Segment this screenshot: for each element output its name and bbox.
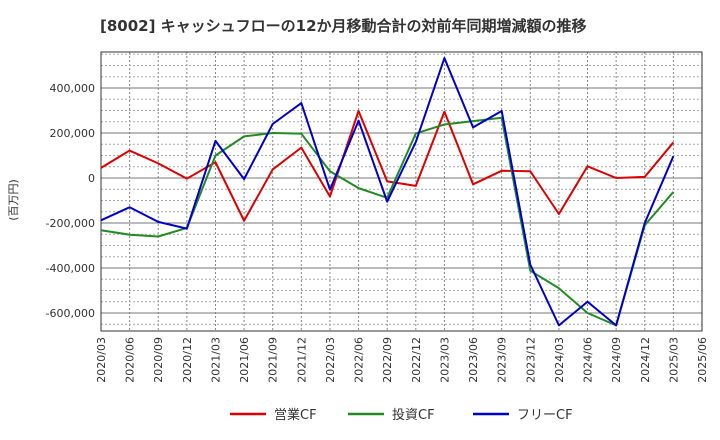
series-line: [100, 116, 675, 327]
y-tick-label: -600,000: [46, 307, 95, 320]
y-tick-label: 400,000: [50, 82, 96, 95]
legend-label: フリーCF: [517, 408, 573, 423]
y-tick-label: 0: [88, 172, 95, 185]
x-tick-label: 2022/06: [353, 337, 366, 383]
y-tick-label: -200,000: [46, 217, 95, 230]
x-tick-label: 2024/12: [639, 337, 652, 383]
x-tick-label: 2020/03: [95, 337, 108, 383]
y-tick-label: -400,000: [46, 262, 95, 275]
plot-area: -600,000 -400,000 -200,000 0 200,000 400,000 2…: [46, 51, 709, 383]
x-tick-label: 2023/06: [467, 337, 480, 383]
x-tick-label: 2025/06: [696, 337, 709, 383]
x-tick-label: 2023/09: [496, 337, 509, 383]
x-tick-label: 2023/12: [524, 337, 537, 383]
x-tick-label: 2021/03: [209, 337, 222, 383]
x-tick-label: 2022/03: [324, 337, 337, 383]
y-tick-label: 200,000: [50, 127, 96, 140]
legend-label: 営業CF: [274, 407, 317, 423]
legend: 営業CF 投資CF フリーCF: [230, 407, 573, 423]
x-tick-label: 2020/06: [124, 337, 137, 383]
plot-frame: [100, 51, 703, 332]
x-tick-label: 2025/03: [667, 337, 680, 383]
series-line: [100, 57, 675, 327]
x-tick-label: 2022/12: [410, 337, 423, 383]
x-tick-label: 2020/12: [181, 337, 194, 383]
y-axis-label: (百万円): [7, 179, 20, 221]
x-tick-label: 2024/06: [582, 337, 595, 383]
chart-title: [8002] キャッシュフローの12か月移動合計の対前年同期増減額の推移: [100, 17, 587, 35]
legend-label: 投資CF: [392, 407, 435, 423]
series-line: [100, 109, 675, 222]
x-tick-label: 2024/09: [610, 337, 623, 383]
x-tick-label: 2024/03: [553, 337, 566, 383]
x-tick-label: 2021/09: [267, 337, 280, 383]
x-tick-label: 2023/03: [438, 337, 451, 383]
x-tick-label: 2021/06: [238, 337, 251, 383]
x-tick-label: 2021/12: [295, 337, 308, 383]
x-tick-label: 2022/09: [381, 337, 394, 383]
x-tick-label: 2020/09: [152, 337, 165, 383]
